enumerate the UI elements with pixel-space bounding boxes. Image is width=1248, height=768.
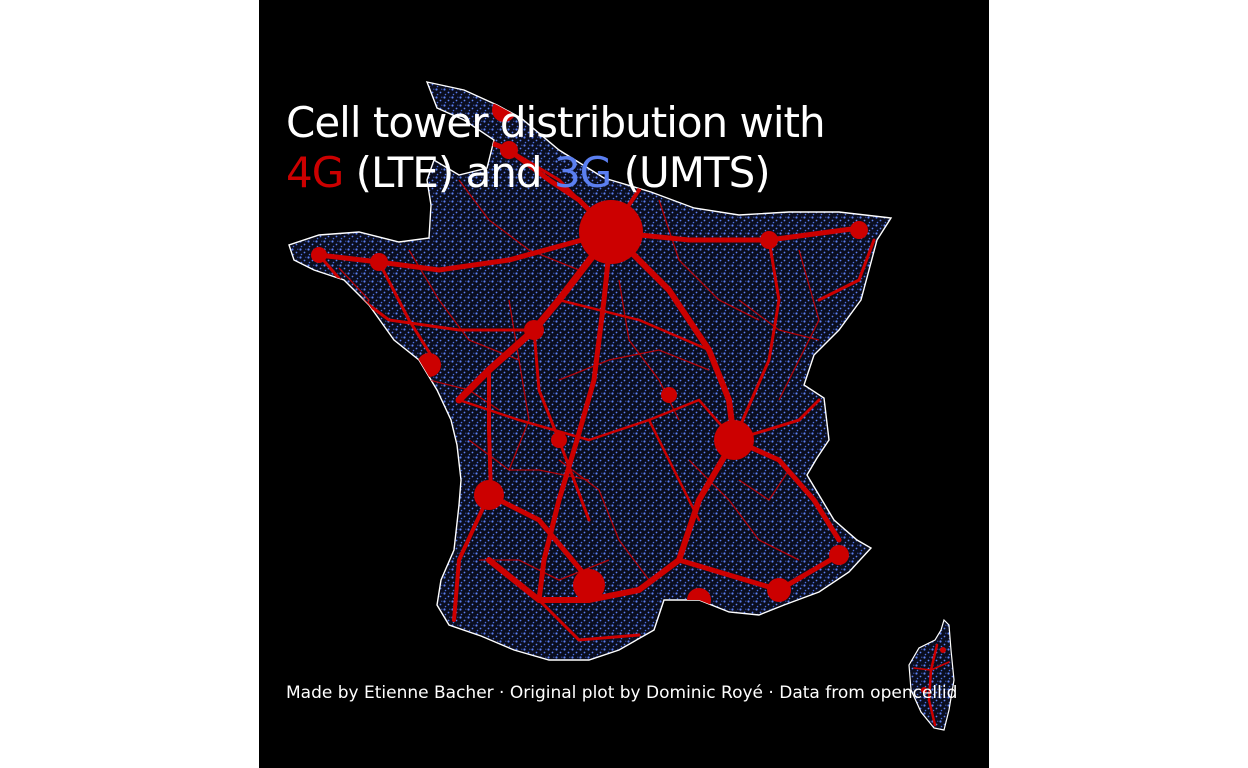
title-line-1: Cell tower distribution with	[286, 98, 826, 147]
corsica-lte-layer	[913, 643, 950, 727]
title-4g-label: 4G	[286, 148, 344, 197]
title-3g-label: 3G	[553, 148, 612, 197]
map-panel: Cell tower distribution with 4G (LTE) an…	[259, 0, 989, 768]
title-umts-text: (UMTS)	[611, 148, 771, 197]
map-title: Cell tower distribution with 4G (LTE) an…	[286, 98, 826, 198]
map-caption: Made by Etienne Bacher · Original plot b…	[286, 683, 958, 703]
title-lte-text: (LTE) and	[343, 148, 554, 197]
france-cell-tower-map	[288, 81, 955, 731]
lte-network-layer	[311, 98, 876, 642]
